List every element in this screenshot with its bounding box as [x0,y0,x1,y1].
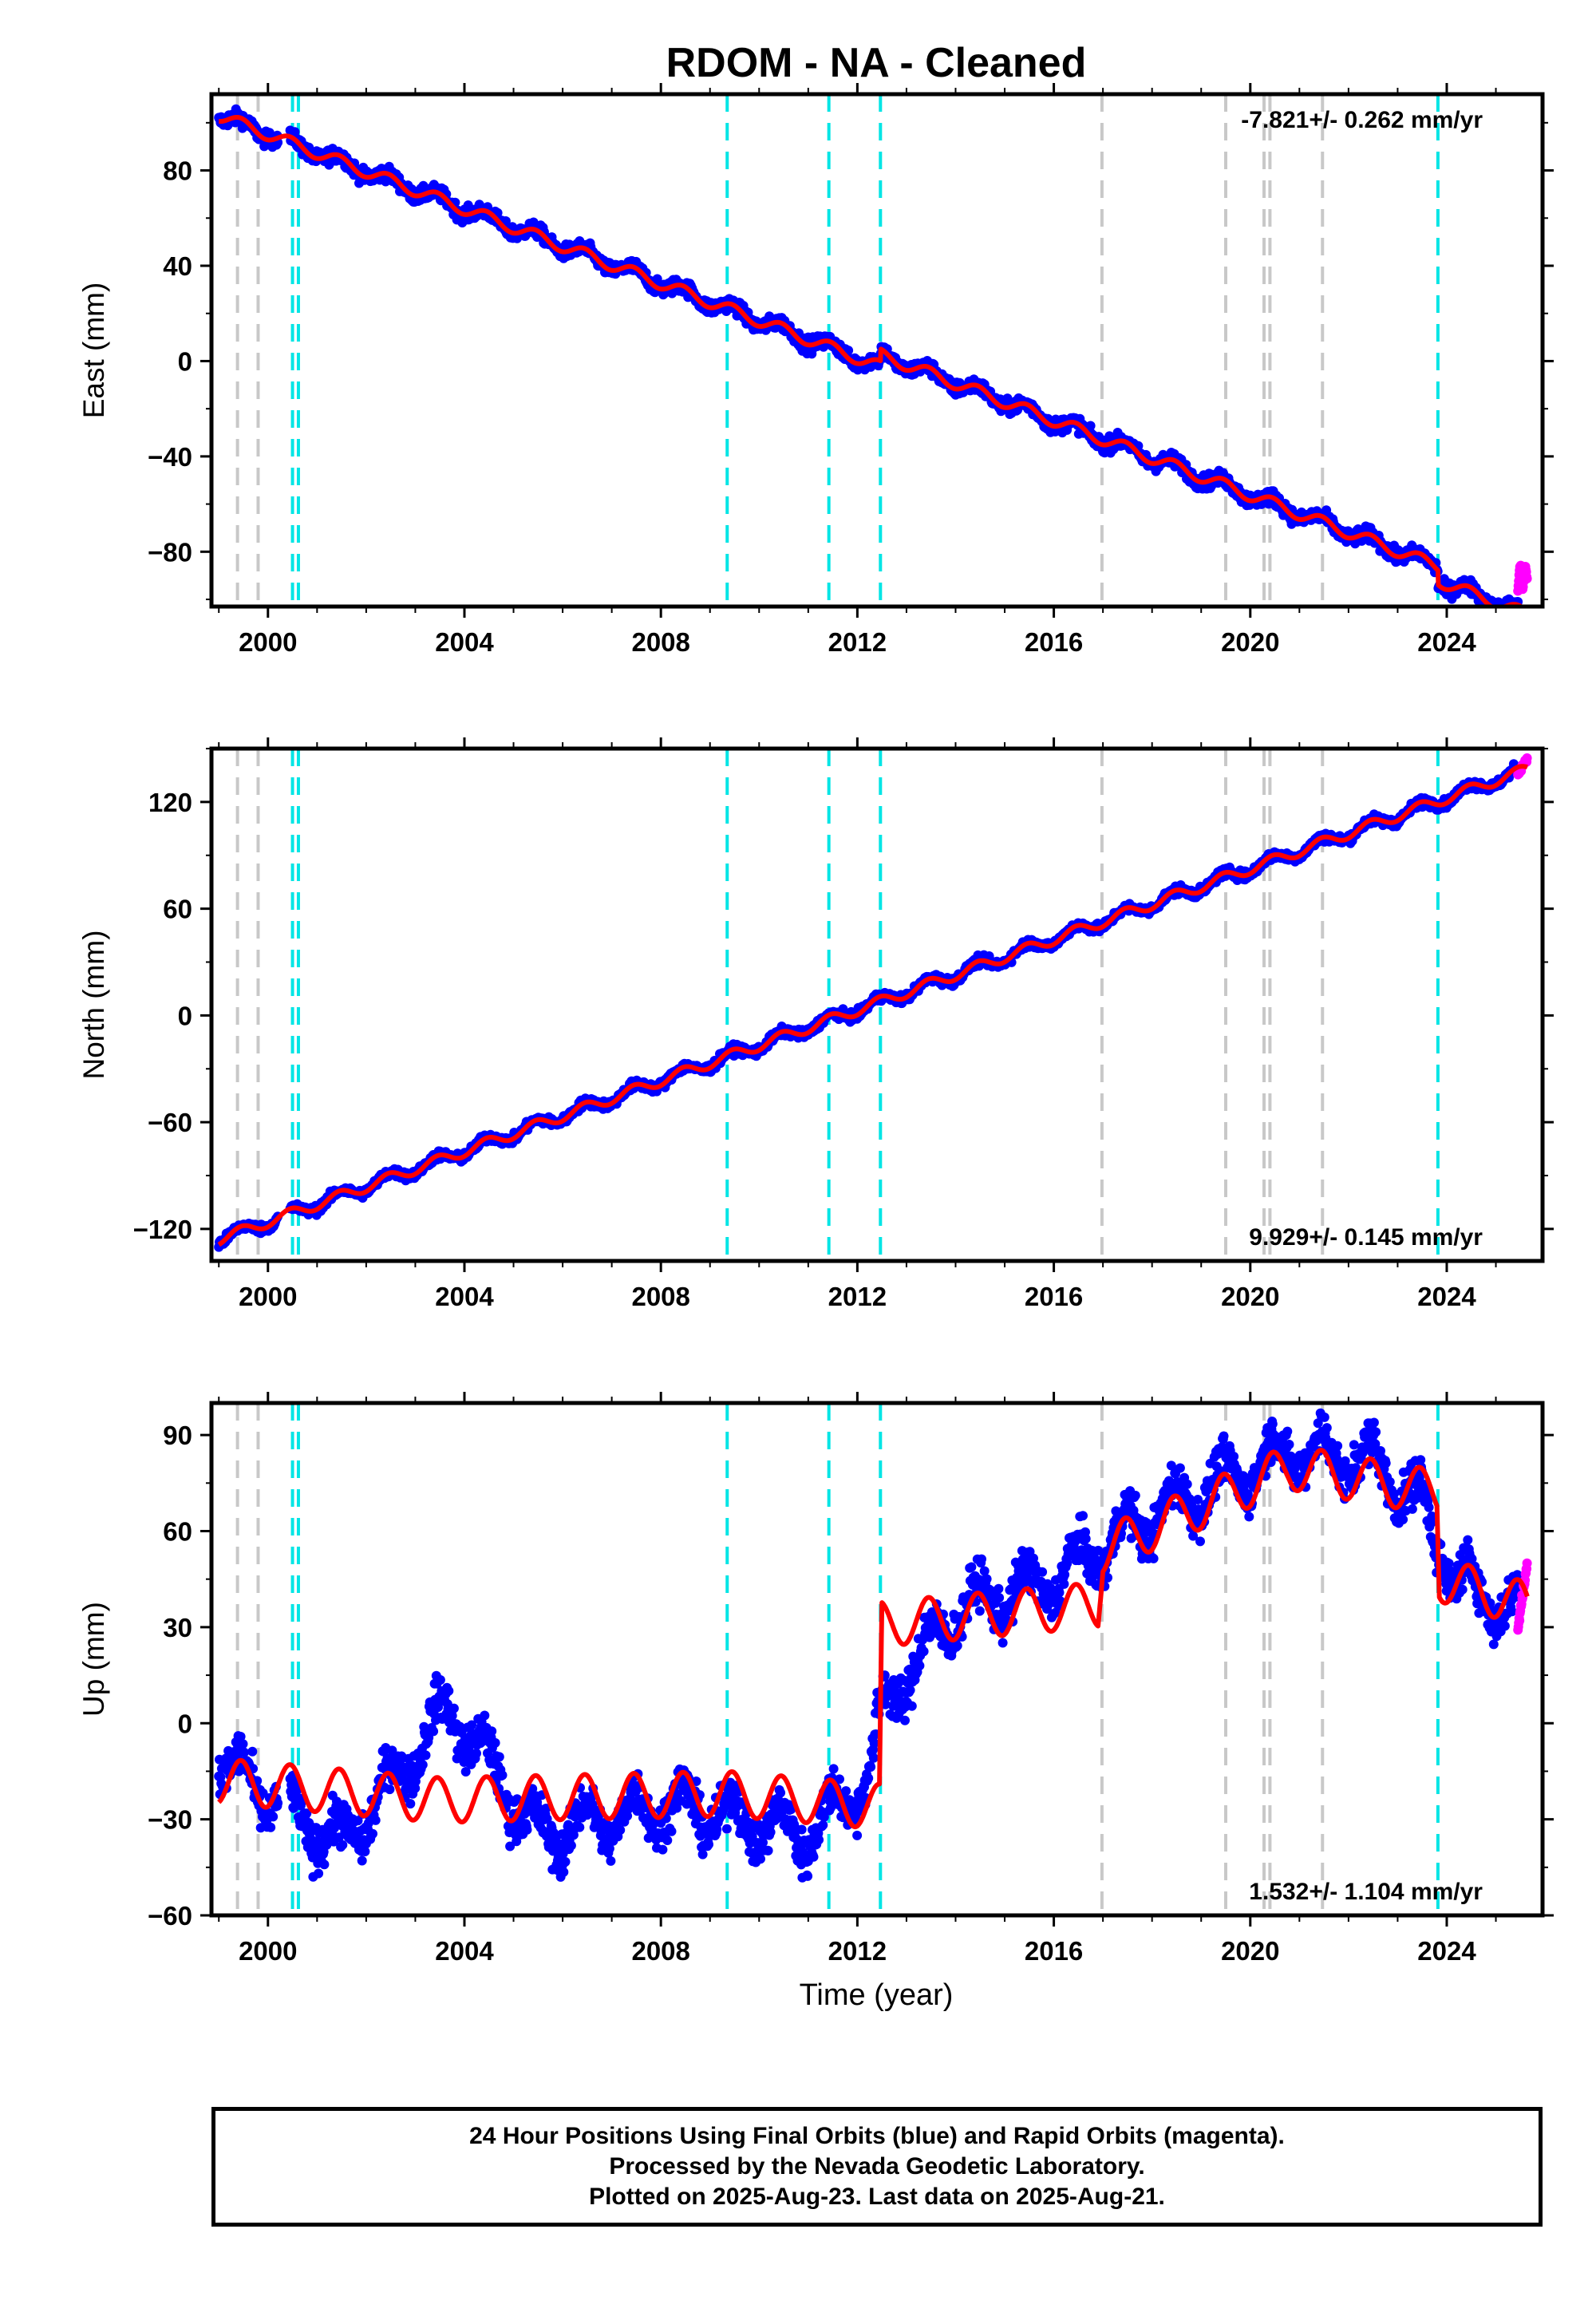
north-xtick-label: 2016 [1025,1282,1083,1311]
up-data-point [368,1828,377,1839]
north-xtick-label: 2020 [1221,1282,1279,1311]
up-data-point [266,1822,276,1832]
east-rate-label: -7.821+/- 0.262 mm/yr [1241,107,1483,133]
up-data-point [247,1746,258,1757]
east-xtick-label: 2024 [1417,627,1476,657]
east-data-point [1499,608,1509,618]
east-ytick-label: −40 [148,442,192,472]
east-plot-area [214,94,1532,619]
north-ytick-label: 0 [178,1001,192,1030]
east-data-point [1490,609,1499,619]
east-xtick-label: 2012 [828,627,887,657]
north-rate-label: 9.929+/- 0.145 mm/yr [1249,1224,1483,1251]
east-ytick-label: 80 [163,156,192,186]
panel-east: −80 −40 0 40 80 2000 2004 2008 2012 2016 2020 2024 E… [77,83,1554,657]
north-xtick-label: 2000 [239,1282,297,1311]
panel-north: −120 −60 0 60 120 2000 2004 2008 2012 2016 2020 202… [77,737,1554,1311]
up-data-point [385,1784,395,1795]
north-xtick-label: 2024 [1417,1282,1476,1311]
north-plot-area [214,749,1532,1261]
north-ytick-label: −60 [148,1108,192,1137]
east-rapid-orbit-points [1513,560,1532,596]
east-ytick-label: −80 [148,537,192,567]
east-xtick-label: 2008 [631,627,689,657]
north-ytick-label: 60 [163,895,192,924]
north-xtick-label: 2012 [828,1282,887,1311]
chart-title: RDOM - NA - Cleaned [666,40,1087,86]
north-xtick-label: 2008 [631,1282,689,1311]
east-xtick-label: 2000 [239,627,297,657]
east-xtick-label: 2004 [435,627,494,657]
up-data-point [417,1760,428,1770]
east-ytick-label: 40 [163,251,192,281]
north-rapid-point [1522,753,1532,763]
up-data-point [319,1860,330,1870]
up-data-point [338,1840,348,1850]
up-data-point [314,1868,324,1879]
up-plot-area [214,1403,1532,1915]
north-ytick-label: −120 [133,1215,192,1244]
east-rapid-point [1522,574,1532,583]
north-xtick-label: 2004 [435,1282,494,1311]
north-ytick-label: 120 [148,788,192,817]
north-y-axis-label: North (mm) [77,930,110,1079]
up-data-point [268,1812,279,1822]
up-data-point [370,1815,381,1825]
east-data-point [652,274,662,284]
east-y-axis-label: East (mm) [77,283,110,419]
up-data-point [239,1747,249,1757]
east-xtick-label: 2016 [1025,627,1083,657]
panels-group: −80 −40 0 40 80 2000 2004 2008 2012 2016 2020 2024 E… [77,83,1554,1966]
east-data-point [1485,608,1495,618]
east-ytick-label: 0 [178,346,192,376]
east-xtick-label: 2020 [1221,627,1279,657]
up-data-point [405,1799,416,1809]
up-data-point [357,1856,367,1866]
up-data-point [238,1739,248,1749]
up-final-orbit-points [214,1408,1523,1883]
